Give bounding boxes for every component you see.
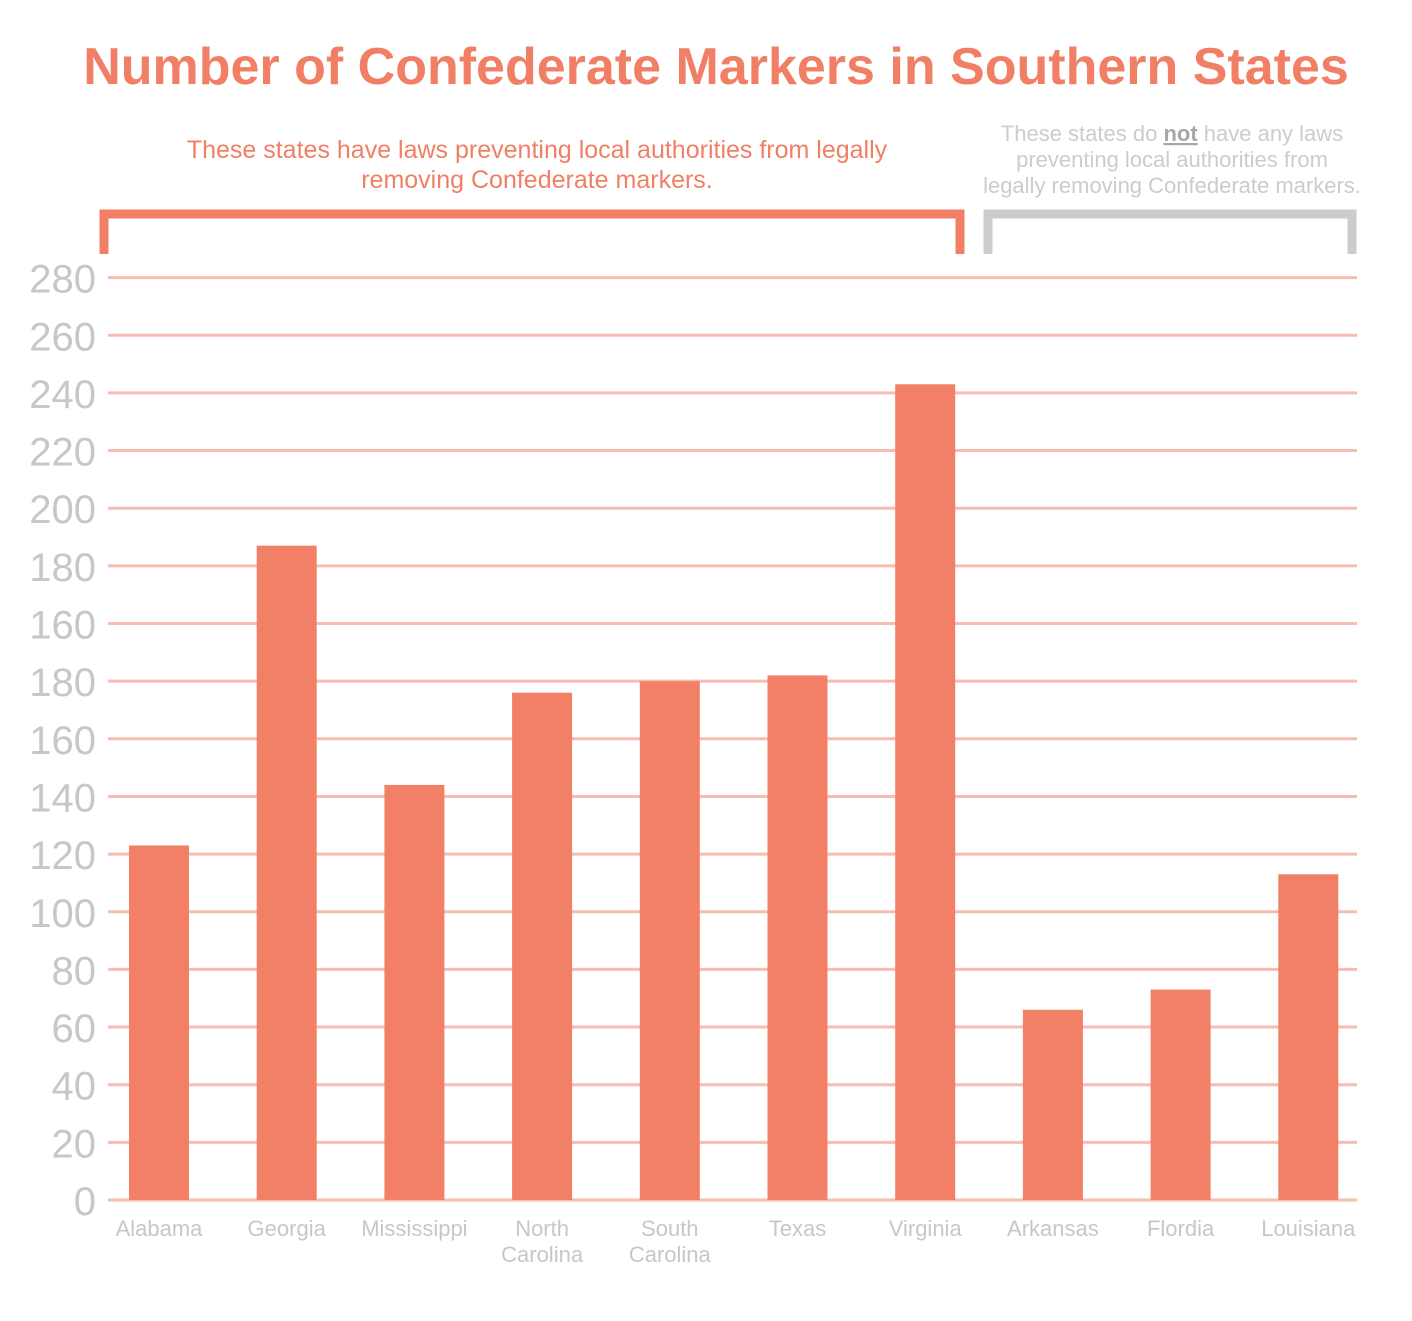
y-tick-label: 240	[29, 373, 96, 417]
x-tick-label: Georgia	[248, 1216, 327, 1241]
y-tick-label: 80	[52, 949, 97, 993]
x-tick-label: Mississippi	[361, 1216, 467, 1241]
bar-virginia	[895, 384, 956, 1200]
group-note: These states have laws preventing local …	[187, 136, 888, 194]
x-tick-label: Virginia	[889, 1216, 963, 1241]
y-tick-label: 160	[29, 719, 96, 763]
bar-texas	[767, 675, 828, 1200]
y-tick-label: 260	[29, 315, 96, 359]
y-tick-label: 60	[52, 1007, 97, 1051]
x-tick-label: Louisiana	[1261, 1216, 1356, 1241]
x-tick-label: Alabama	[116, 1216, 204, 1241]
y-tick-label: 40	[52, 1065, 97, 1109]
y-tick-label: 220	[29, 431, 96, 475]
y-tick-label: 140	[29, 776, 96, 820]
bar-arkansas	[1022, 1009, 1083, 1200]
y-tick-label: 120	[29, 834, 96, 878]
group-annotations: These states have laws preventing local …	[99, 121, 1361, 254]
y-tick-label: 180	[29, 546, 96, 590]
x-tick-label: Arkansas	[1007, 1216, 1099, 1241]
bar-louisiana	[1278, 874, 1339, 1200]
y-tick-label: 0	[74, 1180, 96, 1224]
y-axis-ticks: 0 20 40 60 80 100 120 140 160 180 160 180 200 220 240 2…	[29, 258, 96, 1224]
bar-georgia	[256, 545, 317, 1200]
chart-title: Number of Confederate Markers in Souther…	[83, 38, 1349, 96]
bars	[129, 384, 1339, 1200]
group-bracket	[983, 209, 1357, 254]
bar-alabama	[129, 845, 189, 1200]
y-tick-label: 20	[52, 1122, 97, 1166]
group-note: These states do not have any laws prevent…	[983, 121, 1361, 198]
y-tick-label: 180	[29, 661, 96, 705]
group-bracket	[99, 209, 965, 254]
y-tick-label: 100	[29, 892, 96, 936]
bar-south-carolina	[639, 681, 700, 1200]
bar-mississippi	[384, 784, 445, 1200]
bar-north-carolina	[512, 692, 573, 1200]
x-tick-label: Flordia	[1147, 1216, 1215, 1241]
x-tick-label: South Carolina	[629, 1216, 712, 1267]
y-tick-label: 160	[29, 604, 96, 648]
bar-flordia	[1150, 989, 1211, 1200]
x-axis-labels: Alabama Georgia Mississippi North Carolina So…	[116, 1216, 1357, 1267]
x-tick-label: North Carolina	[501, 1216, 584, 1267]
y-tick-label: 200	[29, 488, 96, 532]
x-tick-label: Texas	[769, 1216, 826, 1241]
y-tick-label: 280	[29, 258, 96, 302]
